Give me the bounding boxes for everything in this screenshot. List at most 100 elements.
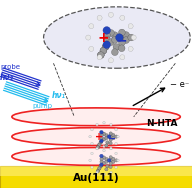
Circle shape	[119, 39, 125, 46]
Circle shape	[109, 138, 112, 141]
Circle shape	[102, 44, 109, 50]
Ellipse shape	[12, 147, 180, 165]
Circle shape	[115, 135, 118, 138]
Circle shape	[100, 157, 103, 161]
Circle shape	[112, 49, 118, 56]
Circle shape	[102, 132, 106, 135]
Circle shape	[86, 35, 91, 40]
Circle shape	[115, 152, 117, 155]
Circle shape	[107, 159, 111, 162]
Circle shape	[120, 15, 125, 20]
Circle shape	[98, 143, 101, 146]
Text: −: −	[115, 33, 127, 47]
Circle shape	[105, 157, 108, 161]
Circle shape	[97, 55, 102, 60]
Circle shape	[91, 166, 93, 169]
Circle shape	[97, 15, 102, 20]
Circle shape	[106, 141, 109, 144]
Circle shape	[110, 171, 112, 174]
Circle shape	[97, 52, 104, 58]
Circle shape	[112, 36, 118, 43]
Circle shape	[123, 32, 129, 38]
Text: probe: probe	[0, 64, 20, 70]
Circle shape	[104, 32, 110, 39]
Circle shape	[105, 144, 108, 147]
Circle shape	[105, 168, 108, 171]
Circle shape	[115, 166, 117, 169]
Circle shape	[131, 35, 136, 40]
Circle shape	[91, 128, 93, 131]
Circle shape	[105, 134, 108, 137]
Circle shape	[128, 24, 133, 29]
Circle shape	[96, 147, 98, 150]
Circle shape	[96, 169, 100, 173]
Circle shape	[100, 136, 103, 140]
Circle shape	[112, 157, 115, 160]
Circle shape	[105, 160, 108, 163]
Circle shape	[112, 160, 115, 163]
Circle shape	[112, 32, 118, 39]
Circle shape	[96, 146, 100, 149]
Circle shape	[103, 173, 105, 176]
Circle shape	[115, 128, 117, 131]
Ellipse shape	[12, 128, 180, 146]
Circle shape	[97, 52, 104, 58]
Circle shape	[100, 134, 103, 137]
Text: hν₁: hν₁	[52, 91, 66, 101]
Ellipse shape	[12, 108, 180, 126]
Circle shape	[99, 165, 102, 168]
Circle shape	[103, 121, 105, 124]
Bar	[0, 166, 192, 176]
Text: hν₂: hν₂	[0, 73, 14, 82]
Circle shape	[89, 135, 91, 138]
Circle shape	[109, 156, 112, 159]
Circle shape	[99, 165, 102, 168]
Circle shape	[123, 37, 129, 43]
Circle shape	[110, 147, 112, 150]
Circle shape	[128, 46, 133, 51]
Circle shape	[107, 135, 111, 138]
Circle shape	[103, 145, 105, 148]
Circle shape	[117, 159, 119, 162]
Text: Au(111): Au(111)	[73, 173, 119, 183]
Text: +: +	[97, 31, 109, 45]
Circle shape	[102, 156, 106, 159]
Text: − e⁻: − e⁻	[170, 80, 190, 89]
Ellipse shape	[44, 7, 190, 68]
Circle shape	[102, 44, 109, 50]
Circle shape	[113, 44, 120, 50]
Circle shape	[100, 47, 107, 54]
Ellipse shape	[100, 158, 108, 163]
Circle shape	[100, 160, 103, 163]
Circle shape	[108, 58, 113, 63]
Circle shape	[108, 39, 114, 46]
Circle shape	[99, 141, 102, 144]
Circle shape	[89, 159, 91, 162]
Circle shape	[96, 147, 98, 150]
Circle shape	[112, 133, 115, 137]
Circle shape	[118, 45, 125, 52]
Ellipse shape	[100, 134, 108, 139]
Circle shape	[96, 171, 98, 174]
Circle shape	[104, 36, 110, 43]
Circle shape	[119, 29, 125, 36]
Circle shape	[119, 34, 125, 41]
Circle shape	[102, 162, 106, 165]
Circle shape	[98, 167, 101, 170]
Circle shape	[91, 152, 93, 155]
Circle shape	[100, 139, 103, 143]
Circle shape	[109, 162, 112, 165]
Circle shape	[112, 136, 115, 140]
Circle shape	[103, 149, 105, 152]
Circle shape	[100, 163, 103, 167]
Circle shape	[96, 169, 100, 173]
Circle shape	[98, 143, 101, 146]
Circle shape	[109, 132, 112, 135]
Circle shape	[106, 165, 109, 168]
Circle shape	[109, 159, 112, 162]
Circle shape	[100, 130, 103, 134]
Circle shape	[108, 12, 113, 17]
Circle shape	[99, 141, 102, 144]
Circle shape	[100, 47, 107, 54]
Circle shape	[116, 34, 123, 41]
